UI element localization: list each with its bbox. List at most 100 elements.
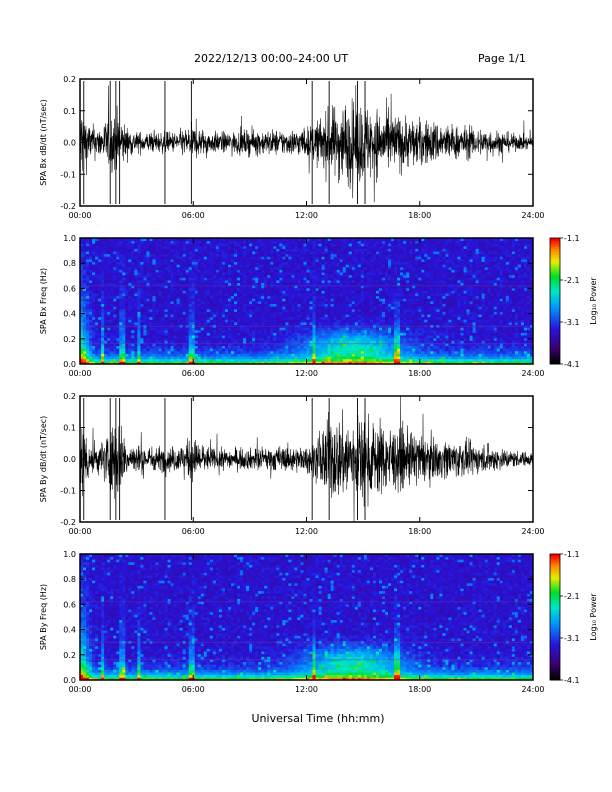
heatmap-cell [83, 238, 87, 242]
heatmap-cell [372, 319, 377, 323]
heatmap-cell [249, 348, 253, 352]
heatmap-cell [360, 266, 365, 270]
heatmap-cell [306, 316, 310, 320]
heatmap-cell [369, 306, 374, 310]
heatmap-cell [161, 290, 165, 294]
heatmap-cell [185, 261, 190, 265]
heatmap-cell [255, 290, 259, 294]
heatmap-cell [179, 277, 184, 281]
heatmap-cell [170, 329, 175, 333]
heatmap-cell [336, 361, 341, 365]
heatmap-cell [378, 329, 383, 333]
heatmap-cell [83, 345, 87, 349]
heatmap-cell [276, 248, 280, 252]
heatmap-cell [324, 293, 329, 297]
heatmap-cell [255, 327, 259, 331]
heatmap-cell [366, 256, 371, 260]
heatmap-cell [339, 327, 344, 331]
heatmap-cell [339, 277, 344, 281]
heatmap-cell [339, 343, 344, 347]
heatmap-cell [315, 266, 319, 270]
heatmap-cell [116, 311, 120, 315]
heatmap-cell [336, 277, 341, 281]
heatmap-cell [336, 356, 341, 360]
series-line [79, 85, 534, 203]
heatmap-cell [83, 298, 87, 302]
heatmap-cell [140, 243, 144, 247]
heatmap-cell [309, 282, 313, 286]
heatmap-cell [360, 285, 365, 289]
heatmap-cell [101, 308, 105, 312]
heatmap-cell [234, 303, 238, 307]
heatmap-cell [80, 303, 84, 307]
heatmap-cell [149, 314, 153, 318]
heatmap-cell [273, 266, 277, 270]
heatmap-cell [243, 287, 247, 291]
heatmap-cell [324, 272, 329, 276]
heatmap-cell [167, 287, 171, 291]
heatmap-cell [391, 356, 395, 360]
heatmap-cell [273, 303, 277, 307]
heatmap-cell [276, 253, 280, 257]
heatmap-cell [300, 298, 304, 302]
heatmap-cell [92, 308, 96, 312]
heatmap-cell [158, 311, 162, 315]
heatmap-cell [116, 274, 120, 278]
heatmap-cell [354, 293, 359, 297]
heatmap-cell [306, 329, 310, 333]
heatmap-cell [167, 332, 171, 336]
heatmap-cell [80, 316, 84, 320]
heatmap-cell [137, 348, 141, 352]
heatmap-cell [318, 348, 322, 352]
heatmap-cell [167, 266, 171, 270]
heatmap-cell [243, 277, 247, 281]
heatmap-cell [231, 314, 235, 318]
heatmap-cell [303, 253, 307, 257]
heatmap-cell [324, 256, 329, 260]
heatmap-cell [297, 303, 301, 307]
heatmap-cell [89, 358, 93, 362]
heatmap-cell [363, 240, 368, 244]
heatmap-cell [215, 332, 220, 336]
heatmap-cell [246, 261, 250, 265]
heatmap-cell [309, 350, 313, 354]
heatmap-cell [267, 308, 271, 312]
heatmap-cell [357, 295, 362, 299]
heatmap-cell [188, 256, 193, 260]
heatmap-cell [161, 358, 165, 362]
heatmap-cell [288, 238, 292, 242]
heatmap-cell [360, 269, 365, 273]
heatmap-cell [279, 293, 283, 297]
heatmap-cell [215, 319, 220, 323]
heatmap-cell [116, 358, 120, 362]
heatmap-cell [378, 343, 383, 347]
heatmap-cell [375, 335, 380, 339]
heatmap-cell [276, 272, 280, 276]
heatmap-cell [288, 340, 292, 344]
heatmap-cell [161, 329, 165, 333]
heatmap-cell [288, 280, 292, 284]
heatmap-cell [122, 356, 126, 360]
heatmap-cell [288, 311, 292, 315]
heatmap-cell [360, 259, 365, 263]
heatmap-cell [158, 350, 162, 354]
heatmap-cell [143, 251, 147, 255]
heatmap-cell [366, 322, 371, 326]
heatmap-cell [107, 327, 111, 331]
heatmap-cell [194, 282, 199, 286]
heatmap-cell [140, 287, 144, 291]
heatmap-cell [131, 243, 135, 247]
heatmap-cell [388, 332, 392, 336]
heatmap-cell [270, 298, 274, 302]
heatmap-cell [179, 345, 184, 349]
heatmap-cell [131, 238, 135, 242]
heatmap-cell [336, 280, 341, 284]
heatmap-cell [107, 356, 111, 360]
heatmap-cell [321, 287, 326, 291]
heatmap-cell [215, 308, 220, 312]
heatmap-cell [333, 332, 338, 336]
heatmap-cell [342, 337, 347, 341]
heatmap-cell [336, 340, 341, 344]
heatmap-cell [170, 301, 175, 305]
heatmap-cell [194, 274, 199, 278]
